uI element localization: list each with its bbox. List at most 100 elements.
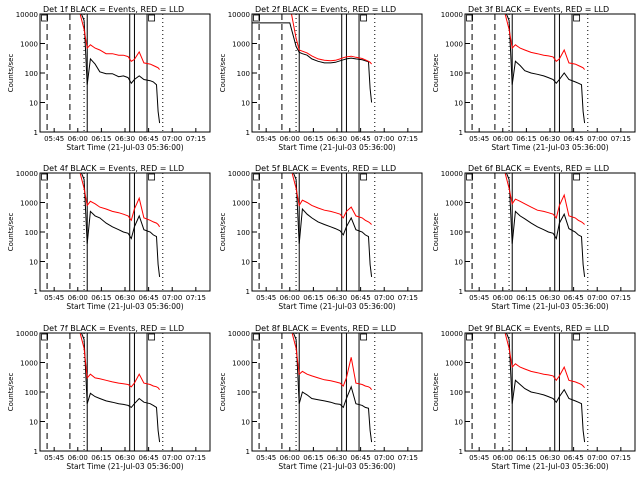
x-tick-label: 06:15 (516, 135, 536, 143)
series-line-lld (504, 173, 585, 225)
top-marker-box (41, 14, 48, 22)
x-tick-label: 06:00 (280, 454, 300, 462)
plot-frame (464, 332, 636, 452)
top-marker-box (253, 14, 260, 22)
series-line-events (505, 14, 586, 124)
y-tick-label: 100 (237, 229, 250, 237)
panel-title: Det 4f BLACK = Events, RED = LLD (43, 164, 184, 173)
panel-1: 1 10 100 1000 10000 05:45 06:00 06:15 06:30 06:45… (7, 5, 211, 152)
x-tick-label: 07:15 (186, 454, 206, 462)
plot-frame (251, 13, 423, 133)
top-marker-box (41, 333, 48, 341)
plot-frame (39, 332, 211, 452)
y-tick-label: 10 (454, 419, 463, 427)
x-tick-label: 06:30 (540, 454, 560, 462)
x-tick-label: 05:45 (469, 454, 489, 462)
y-tick-label: 1 (34, 288, 38, 296)
x-tick-label: 06:00 (68, 135, 88, 143)
x-axis-label: Start Time (21-Jul-03 05:36:00) (278, 462, 395, 471)
y-tick-label: 1 (34, 129, 38, 137)
panel-9: 1 10 100 1000 10000 05:45 06:00 06:15 06:30 06:45… (432, 324, 636, 471)
x-tick-label: 06:45 (351, 454, 371, 462)
y-axis-label: Counts/sec (432, 213, 440, 252)
x-tick-label: 06:00 (68, 454, 88, 462)
y-tick-label: 100 (25, 70, 38, 78)
panel-2: 1 10 100 1000 10000 05:45 06:00 06:15 06:30 06:45… (219, 5, 423, 152)
x-tick-label: 06:45 (351, 135, 371, 143)
panel-title: Det 9f BLACK = Events, RED = LLD (468, 324, 609, 333)
x-tick-label: 06:30 (115, 454, 135, 462)
panel-title: Det 6f BLACK = Events, RED = LLD (468, 164, 609, 173)
x-tick-label: 06:30 (115, 294, 135, 302)
x-tick-label: 06:00 (280, 294, 300, 302)
y-tick-label: 100 (237, 389, 250, 397)
y-tick-label: 1 (246, 448, 250, 456)
series-line-lld (504, 14, 585, 70)
top-marker-box (148, 333, 156, 341)
x-tick-label: 07:15 (398, 135, 418, 143)
y-tick-label: 100 (450, 70, 463, 78)
y-tick-label: 10000 (228, 11, 250, 19)
y-tick-label: 1 (34, 448, 38, 456)
y-tick-label: 1 (459, 129, 463, 137)
x-tick-label: 07:15 (398, 454, 418, 462)
y-axis-label: Counts/sec (219, 213, 227, 252)
x-tick-label: 06:30 (327, 135, 347, 143)
x-axis-label: Start Time (21-Jul-03 05:36:00) (66, 302, 183, 311)
series-line-lld (290, 14, 372, 65)
x-axis-label: Start Time (21-Jul-03 05:36:00) (491, 302, 608, 311)
series-line-events (80, 333, 161, 443)
panel-8: 1 10 100 1000 10000 05:45 06:00 06:15 06:30 06:45… (219, 324, 423, 471)
series-line-lld (291, 333, 373, 391)
series-line-events (292, 173, 373, 277)
x-tick-label: 06:45 (139, 294, 159, 302)
x-tick-label: 05:45 (256, 294, 276, 302)
top-marker-box (573, 14, 581, 22)
y-tick-label: 100 (450, 389, 463, 397)
x-tick-label: 05:45 (44, 454, 64, 462)
y-tick-label: 10000 (16, 330, 38, 338)
x-axis-label: Start Time (21-Jul-03 05:36:00) (66, 462, 183, 471)
y-tick-label: 10000 (16, 170, 38, 178)
y-tick-label: 100 (237, 70, 250, 78)
x-tick-label: 07:15 (398, 294, 418, 302)
y-tick-label: 1000 (232, 360, 250, 368)
x-tick-label: 06:30 (540, 135, 560, 143)
top-marker-box (360, 14, 368, 22)
y-tick-label: 10 (241, 419, 250, 427)
y-tick-label: 10 (29, 259, 38, 267)
panel-title: Det 5f BLACK = Events, RED = LLD (255, 164, 396, 173)
series-line-events (252, 22, 373, 103)
top-marker-box (466, 14, 473, 22)
y-tick-label: 1 (246, 288, 250, 296)
top-marker-box (360, 173, 368, 181)
series-line-events (505, 333, 586, 443)
x-axis-label: Start Time (21-Jul-03 05:36:00) (491, 143, 608, 152)
y-tick-label: 1000 (445, 41, 463, 49)
x-tick-label: 05:45 (44, 135, 64, 143)
y-tick-label: 1000 (232, 41, 250, 49)
x-tick-label: 06:15 (91, 454, 111, 462)
x-axis-label: Start Time (21-Jul-03 05:36:00) (278, 143, 395, 152)
x-axis-label: Start Time (21-Jul-03 05:36:00) (66, 143, 183, 152)
x-tick-label: 06:15 (303, 294, 323, 302)
series-line-lld (79, 14, 160, 70)
x-tick-label: 07:00 (587, 135, 607, 143)
series-line-events (292, 333, 373, 443)
x-tick-label: 07:15 (186, 294, 206, 302)
plot-frame (251, 172, 423, 292)
y-tick-label: 1000 (20, 360, 38, 368)
y-tick-label: 10 (454, 100, 463, 108)
x-tick-label: 06:00 (493, 294, 513, 302)
series-line-events (80, 173, 161, 277)
series-line-lld (79, 333, 161, 391)
y-axis-label: Counts/sec (7, 213, 15, 252)
series-line-lld (79, 173, 161, 228)
y-tick-label: 10 (29, 100, 38, 108)
y-tick-label: 10000 (16, 11, 38, 19)
x-axis-label: Start Time (21-Jul-03 05:36:00) (278, 302, 395, 311)
x-tick-label: 07:00 (374, 294, 394, 302)
y-tick-label: 1000 (20, 41, 38, 49)
y-tick-label: 10 (241, 100, 250, 108)
x-tick-label: 05:45 (256, 135, 276, 143)
